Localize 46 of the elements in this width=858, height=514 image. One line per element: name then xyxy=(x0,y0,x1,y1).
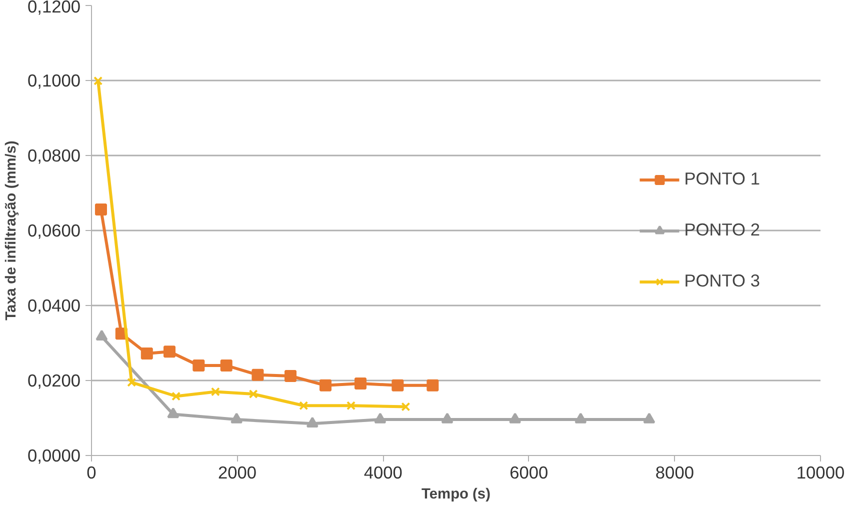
point xyxy=(94,76,103,86)
x-tick-label: 10000 xyxy=(796,462,845,482)
point xyxy=(192,360,205,372)
point xyxy=(210,387,220,396)
point xyxy=(509,412,522,424)
y-tick-label: 0,0600 xyxy=(28,220,80,240)
x-tick-label: 6000 xyxy=(510,462,548,482)
x-axis-title: Tempo (s) xyxy=(422,486,491,502)
point xyxy=(643,412,656,424)
point xyxy=(252,368,264,381)
point xyxy=(172,392,181,401)
legend-label: PONTO 3 xyxy=(684,270,760,292)
point xyxy=(284,370,297,382)
y-tick-label: 0,0800 xyxy=(28,146,80,166)
y-tick-label: 0,1000 xyxy=(28,70,80,90)
point xyxy=(320,379,332,392)
point xyxy=(401,402,410,412)
point xyxy=(426,379,439,392)
legend-label: PONTO 1 xyxy=(684,168,760,190)
point xyxy=(94,204,107,216)
x-tick-label: 4000 xyxy=(364,462,402,482)
point xyxy=(574,412,587,424)
x-tick-label: 0 xyxy=(86,462,96,482)
y-tick-label: 0,1200 xyxy=(28,0,80,16)
point xyxy=(220,360,232,372)
point xyxy=(441,412,454,424)
point xyxy=(230,412,243,424)
point xyxy=(140,348,153,360)
point xyxy=(299,401,308,410)
point xyxy=(346,401,356,410)
point xyxy=(354,378,366,390)
point xyxy=(248,389,258,399)
y-tick-label: 0,0000 xyxy=(28,446,80,466)
point xyxy=(167,407,180,418)
y-tick-label: 0,0400 xyxy=(28,296,80,316)
point xyxy=(374,412,386,424)
y-tick-label: 0,0200 xyxy=(28,370,80,390)
y-axis-title: Taxa de infiltração (mm/s) xyxy=(4,140,20,320)
legend-label: PONTO 2 xyxy=(684,220,760,240)
x-tick-label: 8000 xyxy=(655,462,694,482)
point xyxy=(306,416,318,428)
point xyxy=(127,378,136,387)
point xyxy=(392,379,404,392)
x-tick-label: 2000 xyxy=(218,462,257,482)
point xyxy=(96,330,108,341)
point xyxy=(164,346,176,358)
